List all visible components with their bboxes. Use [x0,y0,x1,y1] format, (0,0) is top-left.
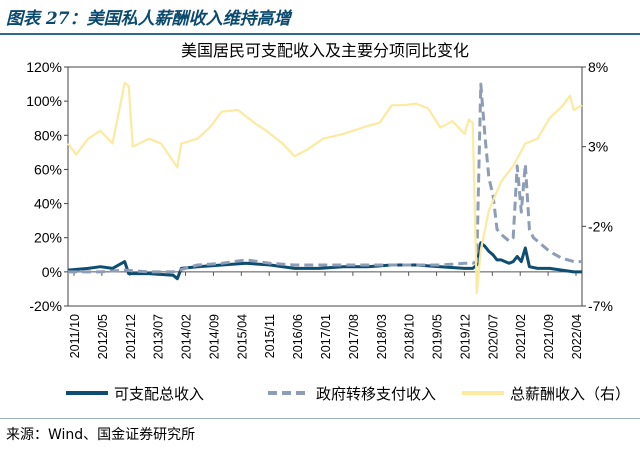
x-tick-label: 2015/04 [235,314,249,359]
x-tick-label: 2019/05 [431,314,445,359]
legend-label-1: 政府转移支付收入 [316,385,436,403]
left-tick-label: 60% [34,161,62,177]
footer-rule [0,418,640,419]
right-tick-label: 3% [588,139,608,155]
legend-label-2: 总薪酬收入（右） [510,385,630,403]
x-tick-label: 2012/12 [124,314,138,359]
x-tick-label: 2017/08 [347,314,361,359]
right-tick-label: 8% [588,59,608,75]
x-tick-label: 2018/10 [403,314,417,359]
x-tick-label: 2021/09 [542,314,556,359]
right-tick-label: -2% [588,218,613,234]
left-tick-label: 100% [26,93,62,109]
x-tick-label: 2021/02 [514,314,528,359]
chart-title: 美国居民可支配收入及主要分项同比变化 [181,41,469,60]
x-tick-label: 2011/10 [68,314,82,358]
left-tick-label: 0% [42,264,62,280]
x-tick-label: 2020/07 [486,314,500,359]
x-tick-label: 2014/09 [207,314,221,359]
figure-header: 图表 27：美国私人薪酬收入维持高增 [0,0,640,35]
header-rule [0,33,640,35]
series-line-0 [67,241,582,281]
left-tick-label: 120% [26,59,62,75]
series-line-2 [67,81,583,295]
legend-label-0: 可支配总收入 [114,385,204,403]
plot-frame [67,66,583,307]
x-tick-label: 2018/03 [375,314,389,359]
x-tick-label: 2017/01 [319,314,333,359]
chart-area: 美国居民可支配收入及主要分项同比变化 -20% 0% 20% 40% 60% 80% 100%… [0,36,640,412]
right-tick-label: -7% [588,298,613,314]
chart-svg: 美国居民可支配收入及主要分项同比变化 -20% 0% 20% 40% 60% 80% 100%… [26,41,630,403]
x-tick-label: 2014/02 [180,314,194,359]
figure-title: 图表 27：美国私人薪酬收入维持高增 [6,9,291,29]
x-tick-label: 2022/04 [570,314,584,359]
x-tick-label: 2015/11 [263,314,277,358]
x-tick-label: 2019/12 [458,314,472,359]
x-tick-label: 2012/05 [96,314,110,359]
source-note: 来源：Wind、国金证券研究所 [6,427,196,443]
x-tick-label: 2016/06 [291,314,305,359]
left-tick-label: -20% [29,298,62,314]
left-tick-label: 40% [34,196,62,212]
x-tick-label: 2013/07 [152,314,166,359]
left-tick-label: 20% [34,230,62,246]
left-tick-label: 80% [34,127,62,143]
